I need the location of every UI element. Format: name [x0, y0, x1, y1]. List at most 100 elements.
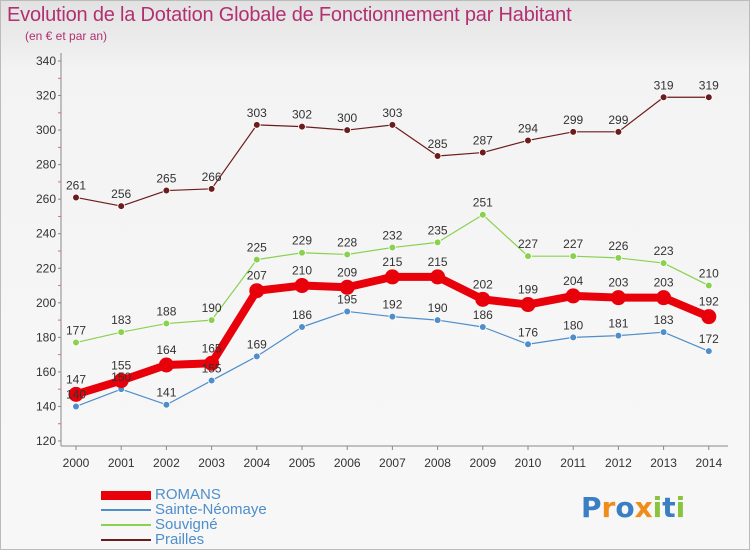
- logo-letter: t: [662, 491, 676, 524]
- data-label-s2-2003: 190: [202, 301, 222, 315]
- data-point-s0-2010: [520, 297, 536, 313]
- data-label-s2-2004: 225: [247, 241, 267, 255]
- data-point-s3-2010: [524, 136, 532, 145]
- data-label-s2-2002: 188: [156, 305, 176, 319]
- data-label-s2-2000: 177: [66, 324, 86, 338]
- y-tick-label-180: 180: [36, 330, 56, 344]
- y-tick-label-240: 240: [36, 227, 56, 241]
- data-label-s2-2007: 232: [382, 229, 402, 243]
- data-point-s3-2008: [433, 152, 442, 160]
- data-label-s1-2002: 141: [156, 386, 176, 400]
- data-point-s0-2007: [384, 269, 400, 285]
- data-label-s1-2001: 150: [111, 370, 131, 384]
- data-point-s3-2006: [343, 126, 352, 134]
- x-tick-label-2002: 2002: [153, 456, 180, 470]
- x-tick-label-2006: 2006: [334, 456, 361, 470]
- data-point-s0-2008: [430, 269, 446, 285]
- logo-letter: o: [615, 491, 635, 524]
- data-point-s3-2003: [207, 185, 216, 193]
- y-tick-label-220: 220: [36, 261, 56, 275]
- data-point-s3-2013: [659, 93, 668, 102]
- data-label-s0-2002: 164: [156, 343, 176, 357]
- data-label-s1-2004: 169: [247, 337, 267, 351]
- data-point-s2-2003: [207, 316, 216, 324]
- chart-title: Evolution de la Dotation Globale de Fonc…: [7, 4, 572, 26]
- data-point-s1-2006: [343, 307, 352, 316]
- y-tick-label-200: 200: [36, 296, 56, 310]
- logo-letter: P: [581, 491, 602, 524]
- x-tick-label-2007: 2007: [379, 456, 406, 470]
- data-label-s2-2010: 227: [518, 237, 538, 251]
- data-label-s1-2010: 176: [518, 325, 538, 339]
- data-label-s3-2004: 303: [247, 106, 267, 120]
- data-point-s2-2014: [704, 281, 713, 290]
- data-point-s3-2002: [162, 186, 171, 195]
- data-label-s3-2008: 285: [428, 137, 448, 151]
- data-label-s3-2011: 299: [563, 113, 583, 127]
- data-label-s1-2012: 181: [608, 317, 628, 331]
- data-point-s2-2002: [162, 319, 171, 328]
- data-point-s1-2002: [162, 400, 171, 409]
- data-label-s2-2014: 210: [699, 267, 719, 281]
- data-point-s3-2007: [388, 121, 397, 129]
- data-label-s1-2008: 190: [428, 301, 448, 315]
- data-point-s2-2009: [478, 210, 487, 219]
- data-label-s2-2005: 229: [292, 234, 312, 248]
- data-point-s1-2011: [569, 333, 577, 342]
- data-label-s2-2001: 183: [111, 313, 131, 327]
- data-point-s1-2010: [524, 340, 532, 349]
- data-point-s0-2013: [656, 290, 672, 306]
- data-point-s3-2000: [72, 193, 80, 202]
- data-point-s1-2012: [614, 331, 623, 340]
- data-label-s0-2011: 204: [563, 274, 583, 288]
- data-label-s1-2005: 186: [292, 308, 312, 322]
- logo-letter: r: [601, 491, 616, 524]
- legend-label-prailles: Prailles: [155, 531, 205, 548]
- x-tick-label-2014: 2014: [695, 456, 722, 470]
- data-label-s0-2003: 165: [202, 341, 222, 355]
- data-label-s3-2005: 302: [292, 108, 312, 122]
- data-point-s2-2010: [524, 252, 532, 260]
- logo-letter: i: [675, 491, 686, 524]
- data-point-s3-2009: [478, 148, 487, 157]
- data-label-s0-2000: 147: [66, 372, 86, 386]
- data-point-s0-2012: [610, 290, 626, 306]
- x-tick-label-2012: 2012: [605, 456, 632, 470]
- data-point-s3-2012: [614, 128, 623, 136]
- data-point-s1-2014: [704, 347, 713, 355]
- x-tick-label-2008: 2008: [424, 456, 451, 470]
- proxiti-logo: Proxiti: [581, 491, 685, 524]
- data-point-s1-2005: [298, 323, 306, 331]
- data-label-s3-2007: 303: [382, 106, 402, 120]
- data-point-s0-2014: [701, 309, 717, 325]
- data-point-s1-2007: [388, 312, 397, 321]
- data-point-s3-2011: [569, 128, 577, 136]
- logo-letter: x: [634, 491, 653, 524]
- data-point-s2-2001: [117, 328, 125, 336]
- data-point-s2-2008: [433, 238, 442, 247]
- data-point-s0-2003: [204, 355, 220, 371]
- data-point-s2-2013: [659, 259, 668, 267]
- data-point-s2-2011: [569, 252, 577, 260]
- y-tick-label-160: 160: [36, 365, 56, 379]
- data-label-s3-2003: 266: [202, 170, 222, 184]
- data-label-s0-2014: 192: [699, 295, 719, 309]
- data-label-s1-2003: 155: [202, 362, 222, 376]
- x-tick-label-2009: 2009: [469, 456, 496, 470]
- data-label-s3-2012: 299: [608, 113, 628, 127]
- data-label-s3-2001: 256: [111, 187, 131, 201]
- data-point-s2-2004: [253, 255, 261, 264]
- data-label-s1-2000: 140: [66, 387, 86, 401]
- legend-label-sainte-neomaye: Sainte-Néomaye: [155, 501, 267, 518]
- data-label-s2-2009: 251: [473, 196, 493, 210]
- legend-swatch-romans: [101, 491, 151, 500]
- x-tick-label-2001: 2001: [108, 456, 135, 470]
- legend-label-souvigne: Souvigné: [155, 516, 218, 533]
- data-label-s3-2009: 287: [473, 134, 493, 148]
- data-point-s0-2006: [339, 279, 355, 295]
- data-point-s2-2006: [343, 250, 352, 259]
- data-label-s3-2000: 261: [66, 178, 86, 192]
- data-label-s2-2008: 235: [428, 223, 448, 237]
- data-label-s1-2013: 183: [654, 313, 674, 327]
